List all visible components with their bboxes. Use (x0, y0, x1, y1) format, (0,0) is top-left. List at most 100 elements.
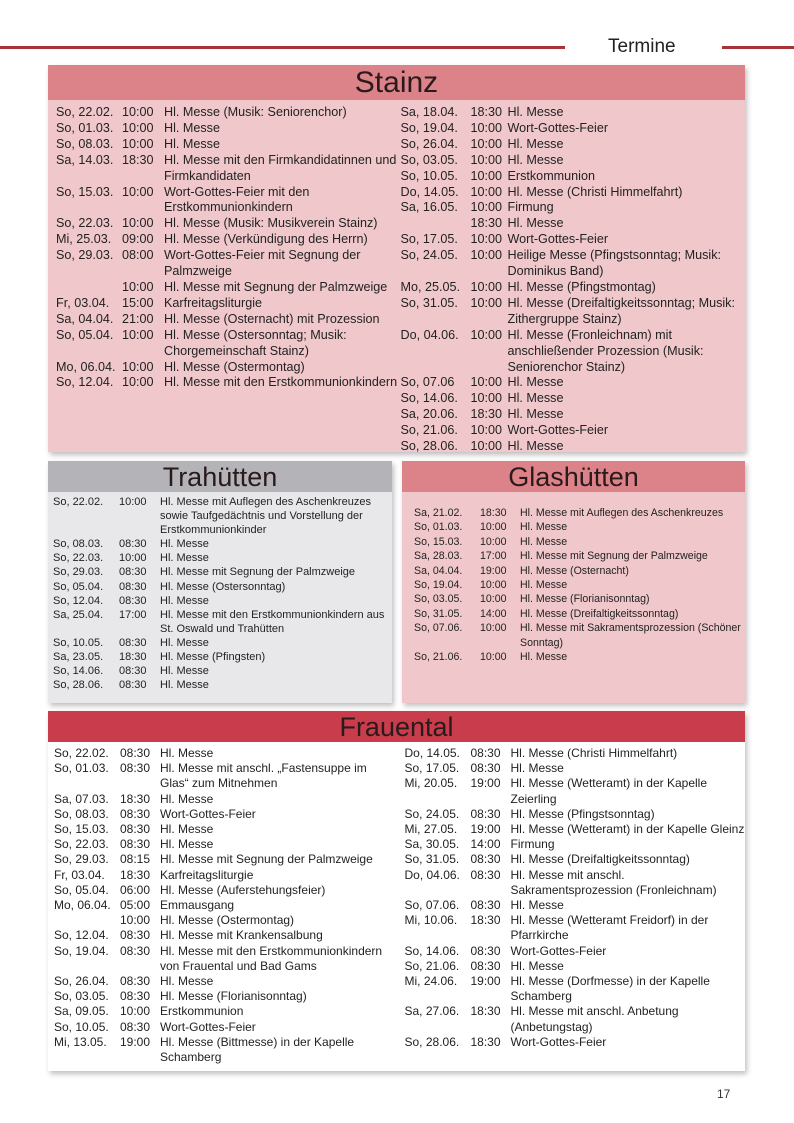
row-event: Firmung (510, 837, 555, 852)
row-date: So, 19.04. (400, 120, 458, 135)
row-event: Hl. Messe (Musik: Musikverein Stainz) (164, 216, 378, 231)
schedule-row: So, 14.06. 08:30 Wort-Gottes-Feier (405, 944, 746, 959)
row-date: Mi, 13.05. (54, 1034, 107, 1049)
schedule-row: So, 26.04. 10:00 Hl. Messe (401, 137, 746, 153)
row-time: 19:00 (480, 564, 507, 577)
row-time: 10:00 (470, 439, 503, 454)
schedule-row: So, 17.05. 10:00 Wort-Gottes-Feier (401, 232, 746, 248)
row-event: Hl. Messe (160, 837, 214, 852)
row-date: So, 26.04. (400, 136, 458, 151)
row-event: Hl. Messe (510, 761, 564, 776)
row-date: Mi, 24.06. (404, 974, 458, 989)
schedule-row: Sa, 14.03. 18:30 Hl. Messe mit den Firmkan… (56, 153, 401, 185)
schedule-row: Mo, 06.04. 05:00 Emmausgang (54, 898, 395, 913)
schedule-row: So, 22.02. 08:30 Hl. Messe (54, 746, 395, 761)
row-date: So, 15.03. (414, 535, 463, 548)
schedule-row: Mi, 20.05. 19:00 Hl. Messe (Wetteramt) in … (405, 776, 746, 806)
schedule-row: So, 22.02. 10:00 Hl. Messe mit Auflegen de… (53, 495, 392, 537)
row-time: 18:30 (122, 152, 154, 167)
row-time: 14:00 (470, 837, 501, 852)
row-event: Hl. Messe (Ostermontag) (160, 913, 295, 928)
row-time: 10:00 (470, 200, 503, 215)
row-date: Mi, 27.05. (404, 822, 458, 837)
row-date: So, 22.03. (53, 552, 104, 565)
row-date: So, 19.04. (54, 943, 109, 958)
row-event: Hl. Messe (160, 636, 209, 649)
row-event: Karfreitagsliturgie (160, 867, 254, 882)
row-time: 08:30 (120, 974, 151, 989)
row-event: Wort-Gottes-Feier (507, 423, 609, 438)
row-event: Hl. Messe mit den Erstkommunionkindern (164, 375, 398, 390)
row-event: Hl. Messe (Wetteramt) in der Kapelle Zei… (510, 776, 708, 806)
row-time: 08:30 (470, 761, 501, 776)
schedule-row: So, 05.04. 10:00 Hl. Messe (Ostersonntag; … (56, 328, 401, 360)
row-time: 08:30 (470, 806, 501, 821)
row-event: Hl. Messe (Musik: Seniorenchor) (164, 105, 347, 119)
row-event: Hl. Messe (Dreifaltigkeitssonntag) (520, 607, 679, 620)
schedule-row: So, 29.03. 08:30 Hl. Messe mit Segnung der… (53, 565, 392, 579)
row-event: Hl. Messe (160, 791, 214, 806)
row-time: 18:30 (470, 216, 503, 231)
trahuetten-schedule: Trahütten So, 22.02. 10:00 Hl. Messe mit A… (48, 461, 392, 703)
row-event: Hl. Messe (160, 594, 209, 607)
row-event: Hl. Messe (Bittmesse) in der Kapelle Sch… (160, 1034, 355, 1065)
schedule-row: Sa, 04.04. 21:00 Hl. Messe (Osternacht) mi… (56, 312, 401, 328)
schedule-row: Do, 04.06. 10:00 Hl. Messe (Fronleichnam) … (401, 328, 746, 376)
row-date: So, 01.03. (56, 120, 114, 135)
row-time: 10:00 (470, 295, 503, 310)
row-date: So, 24.05. (404, 806, 460, 821)
row-event: Hl. Messe (Auferstehungsfeier) (160, 882, 326, 897)
row-time: 08:30 (120, 943, 151, 958)
row-date: So, 10.05. (53, 636, 104, 649)
stainz-column-1: So, 22.02. 10:00 Hl. Messe (Musik: Seniore… (56, 105, 401, 455)
row-date: So, 08.03. (56, 136, 114, 151)
row-event: Hl. Messe mit Krankensalbung (160, 928, 323, 943)
row-date: So, 14.06. (400, 391, 458, 406)
schedule-row: So, 28.06. 18:30 Wort-Gottes-Feier (405, 1035, 746, 1050)
row-time: 08:30 (119, 566, 147, 579)
row-event: Hl. Messe (164, 120, 220, 135)
row-event: Hl. Messe (164, 136, 220, 151)
schedule-row: So, 01.03. 08:30 Hl. Messe mit anschl. „Fa… (54, 761, 395, 791)
schedule-row: Mi, 27.05. 19:00 Hl. Messe (Wetteramt) in … (405, 822, 746, 837)
row-time: 10:00 (470, 120, 503, 135)
row-date: So, 12.04. (53, 594, 104, 607)
schedule-row: So, 15.03. 10:00 Wort-Gottes-Feier mit den… (56, 185, 401, 217)
row-event: Hl. Messe (Christi Himmelfahrt) (507, 184, 683, 199)
row-event: Hl. Messe mit Segnung der Palmzweige (520, 550, 708, 563)
schedule-row: So, 07.06. 10:00 Hl. Messe mit Sakramentsp… (414, 621, 745, 650)
row-date: Fr, 03.04. (56, 295, 110, 310)
row-event: Firmung (507, 200, 554, 215)
row-event: Hl. Messe (507, 439, 564, 454)
row-event: Hl. Messe mit Auflegen des Aschenkreuzes… (160, 496, 371, 537)
row-date (401, 216, 471, 232)
row-date: So, 29.03. (56, 248, 114, 263)
row-event: Hl. Messe (Fronleichnam) mit anschließen… (507, 327, 704, 374)
row-date: So, 19.04. (414, 579, 463, 592)
row-time: 10:00 (120, 913, 151, 928)
trahuetten-title: Trahütten (48, 461, 392, 492)
schedule-row: So, 22.03. 08:30 Hl. Messe (54, 837, 395, 852)
row-time: 08:30 (119, 636, 147, 649)
row-date: So, 28.06. (404, 1034, 460, 1049)
row-date: So, 28.06. (53, 679, 104, 692)
schedule-row: Fr, 03.04. 18:30 Karfreitagsliturgie (54, 868, 395, 883)
schedule-row: So, 19.04. 08:30 Hl. Messe mit den Erstkom… (54, 944, 395, 974)
glashuetten-title: Glashütten (402, 461, 745, 492)
row-event: Hl. Messe mit anschl. Sakramentsprozessi… (510, 867, 717, 897)
row-date: So, 01.03. (54, 761, 109, 776)
schedule-row: Sa, 18.04. 18:30 Hl. Messe (401, 105, 746, 121)
row-event: Wort-Gottes-Feier (507, 120, 609, 135)
row-date: So, 29.03. (54, 852, 109, 867)
row-time: 08:30 (120, 806, 151, 821)
row-date: Do, 14.05. (404, 746, 460, 760)
row-date: So, 22.02. (56, 105, 114, 119)
row-event: Hl. Messe (507, 375, 564, 390)
row-date: So, 10.05. (400, 168, 458, 183)
schedule-row: Sa, 09.05. 10:00 Erstkommunion (54, 1004, 395, 1019)
row-date: So, 21.06. (414, 651, 463, 664)
row-time: 08:00 (122, 248, 154, 263)
schedule-row: So, 03.05. 08:30 Hl. Messe (Florianisonnta… (54, 989, 395, 1004)
row-event: Hl. Messe (160, 679, 209, 692)
row-date: So, 14.06. (53, 665, 104, 678)
